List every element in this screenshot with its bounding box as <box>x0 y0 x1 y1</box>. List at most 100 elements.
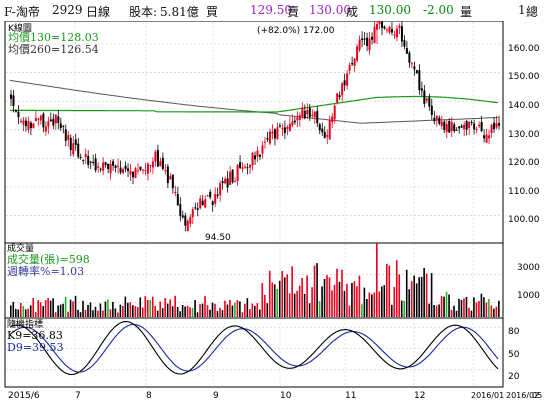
candle-body <box>109 163 112 174</box>
price-tick-140: 140.00 <box>508 101 540 111</box>
volume-bar <box>328 277 331 317</box>
volume-bar <box>156 310 159 317</box>
volume-bar <box>321 286 323 317</box>
candle-body <box>440 121 443 126</box>
volume-bar <box>298 285 301 317</box>
candle-body <box>316 110 319 124</box>
candle-body <box>151 161 154 168</box>
candle-body <box>219 183 222 196</box>
volume-bar <box>445 291 448 317</box>
volume-bar <box>47 297 49 317</box>
x-label-8: 8 <box>146 391 152 401</box>
ma130-line <box>10 95 499 113</box>
volume-bar <box>151 296 154 317</box>
candle-body <box>313 111 316 118</box>
candle-body <box>450 122 453 131</box>
candle-body <box>348 64 351 71</box>
volume-bar <box>418 277 420 317</box>
candle-body <box>49 119 52 122</box>
volume-bar <box>42 306 44 317</box>
volume-bar <box>226 304 229 317</box>
volume-bar <box>296 290 298 317</box>
volume-bar <box>169 299 171 317</box>
candle-body <box>181 215 184 218</box>
volume-bar <box>62 303 64 317</box>
candle-body <box>206 195 209 197</box>
volume-bar <box>383 285 386 317</box>
volume-bar <box>453 305 455 317</box>
candle-body <box>84 153 87 158</box>
volume-value-label: 成交量(張)=598 <box>7 252 90 266</box>
price-tick-160: 160.00 <box>508 44 540 54</box>
candle-body <box>136 170 139 172</box>
buy-label: 買 <box>206 5 219 19</box>
candle-body <box>39 115 42 121</box>
high-annotation: (+82.0%) 172.00 <box>257 26 335 36</box>
candle-body <box>463 124 466 130</box>
candle-body <box>283 127 286 134</box>
volume-bar <box>450 309 453 317</box>
period-label: 日線 <box>86 5 111 19</box>
volume-bar <box>341 269 343 317</box>
candle-body <box>54 114 57 124</box>
volume-bar <box>385 263 388 317</box>
candle-body <box>418 70 421 91</box>
volume-bar <box>273 284 276 317</box>
volume-bar <box>221 310 224 317</box>
candle-body <box>234 181 237 183</box>
candle-body <box>420 88 423 91</box>
volume-bar <box>186 305 189 317</box>
candle-body <box>124 165 127 170</box>
candle-body <box>22 120 25 125</box>
candle-body <box>433 117 436 122</box>
candle-body <box>393 34 396 36</box>
candle-body <box>498 123 501 126</box>
volume-bar <box>99 303 102 317</box>
volume-bar <box>134 306 137 317</box>
volume-bar <box>378 291 381 317</box>
total-label: 總 <box>526 5 539 19</box>
volume-bar <box>483 297 485 317</box>
volume-bar <box>420 276 423 317</box>
candle-body <box>341 83 344 96</box>
volume-bar <box>184 306 186 317</box>
volume-bar <box>12 301 15 317</box>
volume-bar <box>161 308 164 317</box>
volume-bar <box>438 304 440 317</box>
volume-bar <box>308 303 311 317</box>
volume-bar <box>490 305 493 317</box>
volume-bar <box>271 282 274 317</box>
candle-body <box>164 170 167 172</box>
candle-body <box>82 159 85 161</box>
candle-body <box>400 26 403 42</box>
candle-body <box>104 162 107 166</box>
volume-bar <box>433 305 435 317</box>
candle-body <box>276 127 279 140</box>
candle-body <box>328 119 331 140</box>
candle-body <box>127 168 130 172</box>
candle-body <box>478 124 481 127</box>
candle-body <box>383 26 386 29</box>
volume-bar <box>316 263 318 317</box>
volume-bar <box>234 302 236 317</box>
volume-bar <box>313 265 316 317</box>
volume-bar <box>400 300 403 317</box>
candle-body <box>488 135 491 139</box>
volume-bar <box>77 309 79 317</box>
candle-body <box>204 199 207 208</box>
candle-body <box>186 220 189 232</box>
volume-bar <box>455 310 458 317</box>
volume-bar <box>107 299 109 317</box>
candle-body <box>363 38 366 40</box>
candle-body <box>358 39 361 50</box>
candle-body <box>99 168 102 170</box>
x-label-12: 12 <box>414 391 425 401</box>
candle-body <box>318 124 321 131</box>
candle-body <box>273 129 276 139</box>
candle-body <box>134 168 137 178</box>
volume-bar <box>94 306 97 317</box>
candle-body <box>428 97 431 107</box>
volume-bar <box>102 310 104 317</box>
candle-body <box>57 116 60 123</box>
candle-body <box>194 207 197 209</box>
